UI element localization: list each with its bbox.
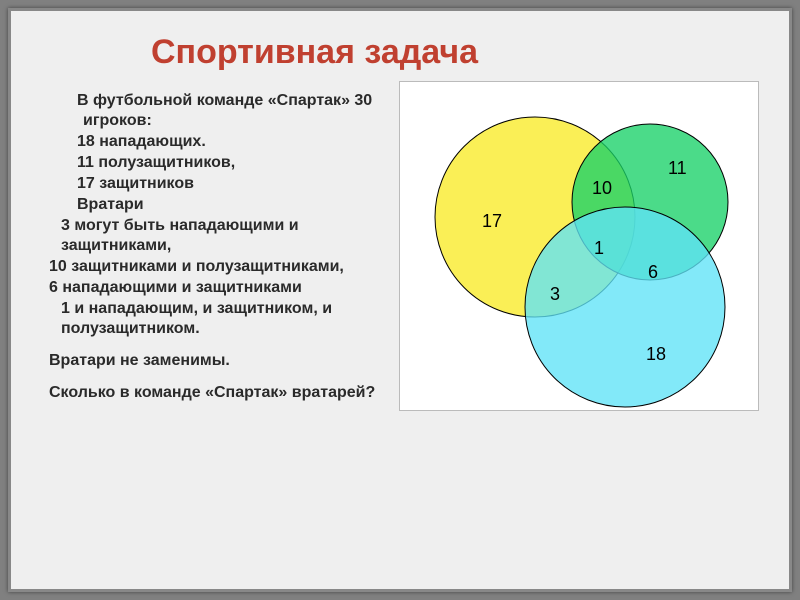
line-overlap-4: 1 и нападающим, и защитником, и полузащи… [49,299,389,339]
line-intro: В футбольной команде «Спартак» 30 игроко… [49,91,389,131]
line-irreplaceable: Вратари не заменимы. [49,351,389,371]
line-overlap-1: 3 могут быть нападающими и защитниками, [49,216,389,256]
venn-diagram: 17 11 18 10 1 3 6 [399,81,759,411]
venn-label-защитники: 17 [482,211,502,231]
line-goalkeepers: Вратари [49,195,389,215]
venn-label-полузащитники: 11 [668,158,687,178]
venn-intersection-label-3: 6 [648,262,658,282]
venn-label-нападающие: 18 [646,344,666,364]
venn-intersection-label-2: 3 [550,284,560,304]
venn-intersection-label-1: 1 [594,238,604,258]
line-question: Сколько в команде «Спартак» вратарей? [49,383,389,403]
line-midfielders: 11 полузащитников, [49,153,389,173]
line-overlap-2: 10 защитниками и полузащитниками, [49,257,389,277]
problem-text: В футбольной команде «Спартак» 30 игроко… [49,91,389,404]
line-overlap-3: 6 нападающими и защитниками [49,278,389,298]
line-forwards: 18 нападающих. [49,132,389,152]
line-defenders: 17 защитников [49,174,389,194]
venn-intersection-label-0: 10 [592,178,612,198]
slide: Спортивная задача В футбольной команде «… [8,8,792,592]
venn-circle-2 [525,207,725,407]
slide-title: Спортивная задача [151,33,478,72]
